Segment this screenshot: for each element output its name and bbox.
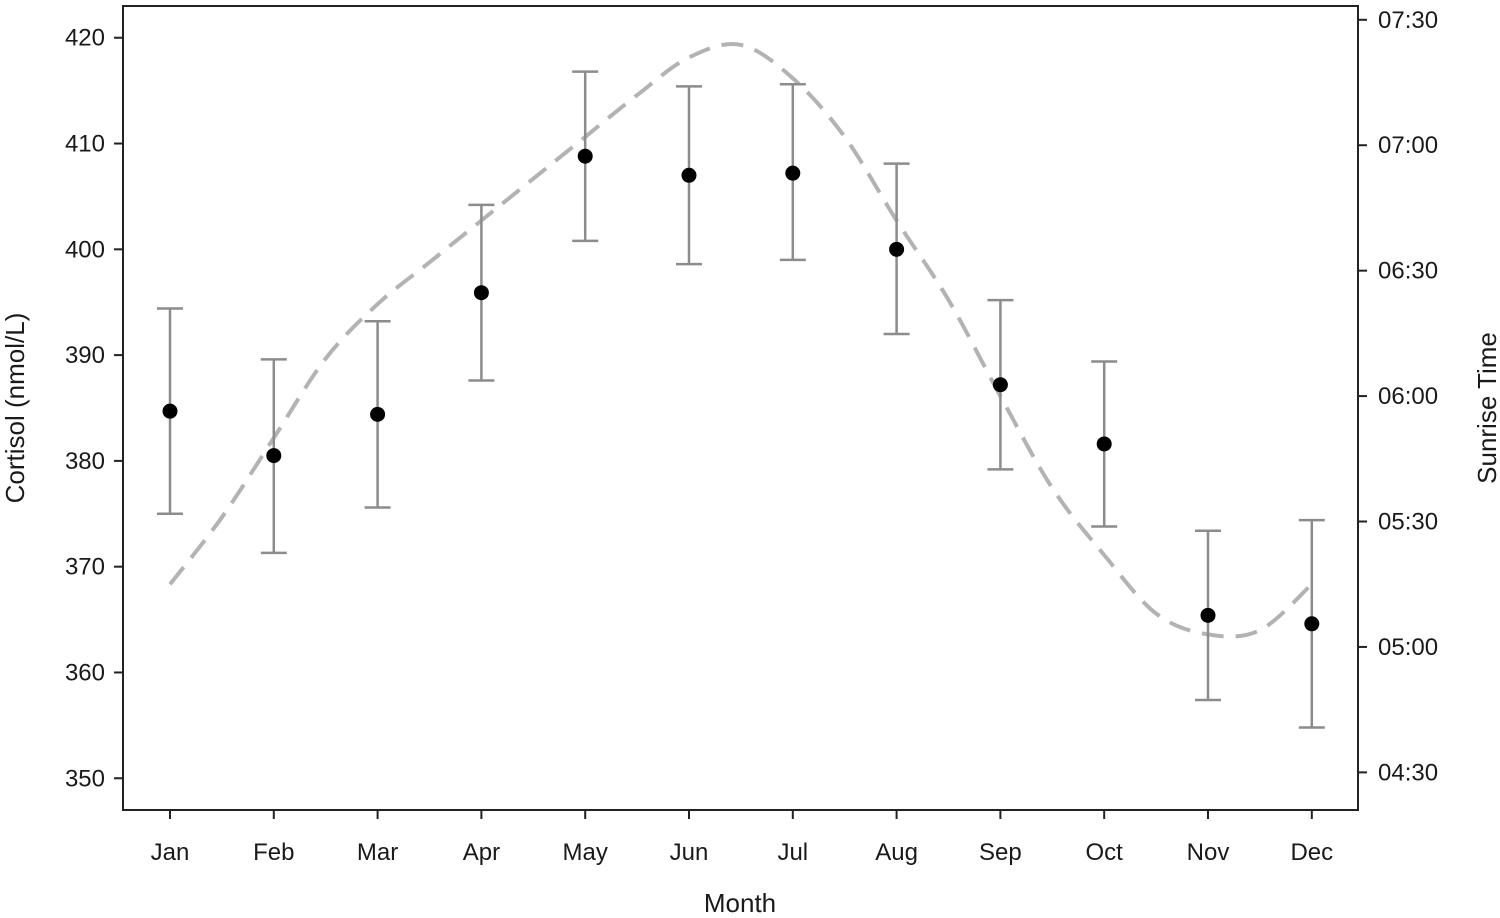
plot-frame bbox=[122, 5, 1359, 811]
data-point bbox=[1096, 436, 1112, 452]
x-tick-label: Dec bbox=[1290, 839, 1333, 866]
data-point bbox=[681, 167, 697, 183]
x-tick-label: Sep bbox=[979, 839, 1022, 866]
data-point bbox=[162, 403, 178, 419]
data-point bbox=[370, 406, 386, 422]
y-tick-label: 370 bbox=[65, 554, 105, 581]
y-axis-title: Cortisol (nmol/L) bbox=[0, 313, 30, 504]
y2-tick-label: 05:30 bbox=[1378, 509, 1438, 536]
y-tick-label: 380 bbox=[65, 448, 105, 475]
data-point bbox=[1304, 616, 1320, 632]
y2-tick-label: 06:30 bbox=[1378, 258, 1438, 285]
right-y-axis: 04:30 05:00 05:30 06:00 06:30 07:00 07:30 bbox=[1358, 7, 1438, 786]
sunrise-time-curve bbox=[168, 42, 1314, 639]
data-point bbox=[992, 377, 1008, 393]
x-tick-label: Nov bbox=[1187, 839, 1230, 866]
y-tick-label: 410 bbox=[65, 131, 105, 158]
y-tick-label: 360 bbox=[65, 659, 105, 686]
y2-tick-label: 05:00 bbox=[1378, 634, 1438, 661]
x-tick-label: Jun bbox=[670, 839, 709, 866]
y2-axis-title: Sunrise Time bbox=[1472, 332, 1500, 484]
data-point bbox=[1200, 607, 1216, 623]
x-tick-label: May bbox=[563, 839, 608, 866]
x-tick-label: Oct bbox=[1086, 839, 1124, 866]
data-point bbox=[473, 285, 489, 301]
data-point bbox=[577, 148, 593, 164]
y2-tick-label: 07:00 bbox=[1378, 132, 1438, 159]
x-tick-label: Jan bbox=[151, 839, 190, 866]
x-tick-label: Jul bbox=[777, 839, 808, 866]
y-tick-label: 420 bbox=[65, 25, 105, 52]
x-tick-label: Apr bbox=[463, 839, 500, 866]
left-y-axis: 350 360 370 380 390 400 410 420 bbox=[65, 25, 123, 792]
y-tick-label: 400 bbox=[65, 236, 105, 263]
x-tick-label: Aug bbox=[875, 839, 918, 866]
y-tick-label: 390 bbox=[65, 342, 105, 369]
x-axis: Jan Feb Mar Apr May Jun Jul Aug Sep Oct Nov Dec bbox=[151, 810, 1333, 866]
x-tick-label: Mar bbox=[357, 839, 398, 866]
error-bars bbox=[157, 70, 1325, 729]
x-axis-title: Month bbox=[704, 888, 776, 918]
y2-tick-label: 07:30 bbox=[1378, 7, 1438, 34]
y2-tick-label: 06:00 bbox=[1378, 383, 1438, 410]
x-tick-label: Feb bbox=[253, 839, 294, 866]
data-point bbox=[266, 448, 282, 464]
data-point bbox=[785, 165, 801, 181]
y2-tick-label: 04:30 bbox=[1378, 759, 1438, 786]
cortisol-points bbox=[162, 148, 1320, 632]
data-point bbox=[889, 241, 905, 257]
y-tick-label: 350 bbox=[65, 765, 105, 792]
